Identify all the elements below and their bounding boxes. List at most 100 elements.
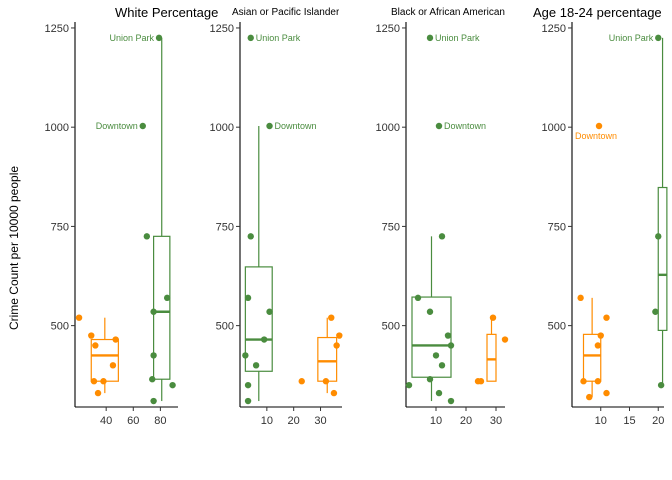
data-point bbox=[90, 378, 98, 385]
data-point bbox=[594, 342, 602, 349]
data-point bbox=[260, 336, 268, 343]
data-point bbox=[266, 122, 273, 130]
data-point bbox=[652, 308, 659, 315]
data-point bbox=[242, 352, 249, 359]
point-annotation: Downtown bbox=[275, 121, 317, 131]
data-point bbox=[150, 308, 157, 315]
data-point bbox=[435, 389, 443, 397]
y-tick-label: 1000 bbox=[210, 122, 234, 134]
data-point bbox=[432, 352, 440, 359]
data-point bbox=[244, 397, 252, 405]
y-tick-label: 1000 bbox=[542, 122, 566, 134]
x-tick-label: 80 bbox=[154, 415, 166, 427]
data-point bbox=[139, 122, 146, 130]
y-tick-label: 500 bbox=[382, 321, 400, 333]
data-point bbox=[155, 34, 163, 42]
data-point bbox=[594, 378, 602, 385]
y-tick-label: 750 bbox=[51, 221, 69, 233]
data-point bbox=[426, 376, 434, 383]
point-annotation: Downtown bbox=[96, 121, 138, 131]
data-point bbox=[169, 381, 176, 389]
data-point bbox=[252, 362, 260, 369]
y-tick-label: 500 bbox=[51, 321, 69, 333]
data-point bbox=[657, 381, 665, 389]
data-point bbox=[150, 397, 157, 405]
y-tick-label: 750 bbox=[382, 221, 400, 233]
x-tick-label: 20 bbox=[652, 415, 664, 427]
data-point bbox=[426, 308, 434, 315]
y-tick-label: 1000 bbox=[45, 122, 69, 134]
data-point bbox=[298, 378, 305, 385]
panel-1: 500 750 1000 1250 40 60 80 Union Park Downtown bbox=[45, 22, 178, 427]
x-tick-label: 20 bbox=[288, 415, 300, 427]
point-annotation: Downtown bbox=[575, 131, 617, 141]
data-point bbox=[595, 122, 603, 130]
y-tick-label: 1250 bbox=[542, 23, 566, 35]
data-point bbox=[247, 233, 254, 240]
panel-4: 500 750 1000 1250 10 15 20 Union Park Downtown bbox=[542, 22, 668, 427]
data-point bbox=[322, 378, 330, 385]
data-point bbox=[244, 294, 252, 302]
x-tick-label: 15 bbox=[623, 415, 635, 427]
panel-title: Age 18-24 percentage bbox=[533, 5, 662, 20]
box-iqr bbox=[244, 266, 273, 372]
data-point bbox=[112, 336, 119, 343]
data-point bbox=[447, 397, 455, 405]
point-annotation: Union Park bbox=[109, 33, 154, 43]
data-point bbox=[655, 34, 662, 42]
data-point bbox=[163, 294, 171, 302]
data-point bbox=[92, 342, 99, 349]
data-point bbox=[438, 362, 446, 369]
box-iqr bbox=[486, 333, 497, 382]
x-tick-label: 30 bbox=[490, 415, 502, 427]
x-tick-label: 10 bbox=[261, 415, 273, 427]
box-iqr bbox=[582, 333, 602, 382]
point-annotation: Union Park bbox=[256, 33, 301, 43]
data-point bbox=[247, 34, 254, 42]
box-iqr bbox=[657, 186, 668, 331]
y-tick-label: 750 bbox=[216, 221, 234, 233]
data-point bbox=[100, 378, 107, 385]
data-point bbox=[435, 122, 443, 130]
data-point bbox=[330, 389, 338, 397]
x-tick-label: 40 bbox=[100, 415, 112, 427]
data-point bbox=[266, 308, 273, 315]
data-point bbox=[447, 342, 455, 349]
data-point bbox=[333, 342, 340, 349]
data-point bbox=[577, 294, 584, 302]
point-annotation: Union Park bbox=[609, 33, 654, 43]
y-tick-label: 1000 bbox=[376, 122, 400, 134]
data-point bbox=[586, 393, 593, 401]
data-point bbox=[501, 336, 509, 343]
data-point bbox=[328, 314, 335, 321]
data-point bbox=[603, 314, 610, 321]
y-tick-label: 1250 bbox=[376, 23, 400, 35]
data-point bbox=[426, 34, 434, 42]
x-tick-label: 20 bbox=[460, 415, 472, 427]
y-tick-label: 750 bbox=[548, 221, 566, 233]
x-tick-label: 30 bbox=[314, 415, 326, 427]
y-tick-label: 1250 bbox=[45, 23, 69, 35]
data-point bbox=[75, 314, 83, 321]
x-tick-label: 60 bbox=[127, 415, 139, 427]
panel-title: White Percentage bbox=[115, 5, 219, 20]
data-point bbox=[109, 362, 117, 369]
data-point bbox=[444, 332, 452, 339]
data-point bbox=[149, 376, 156, 383]
panel-title: Asian or Pacific Islander bbox=[232, 7, 340, 18]
data-point bbox=[150, 352, 157, 359]
y-tick-label: 500 bbox=[548, 321, 566, 333]
data-point bbox=[405, 381, 413, 389]
panel-3: 500 750 1000 1250 10 20 30 Union Park Downtown bbox=[376, 22, 509, 427]
box-iqr bbox=[153, 235, 171, 380]
x-tick-label: 10 bbox=[430, 415, 442, 427]
point-annotation: Union Park bbox=[435, 33, 480, 43]
data-point bbox=[597, 332, 604, 339]
data-point bbox=[336, 332, 343, 339]
data-point bbox=[603, 389, 610, 397]
data-point bbox=[143, 233, 151, 240]
data-point bbox=[414, 294, 422, 302]
x-tick-label: 10 bbox=[595, 415, 607, 427]
